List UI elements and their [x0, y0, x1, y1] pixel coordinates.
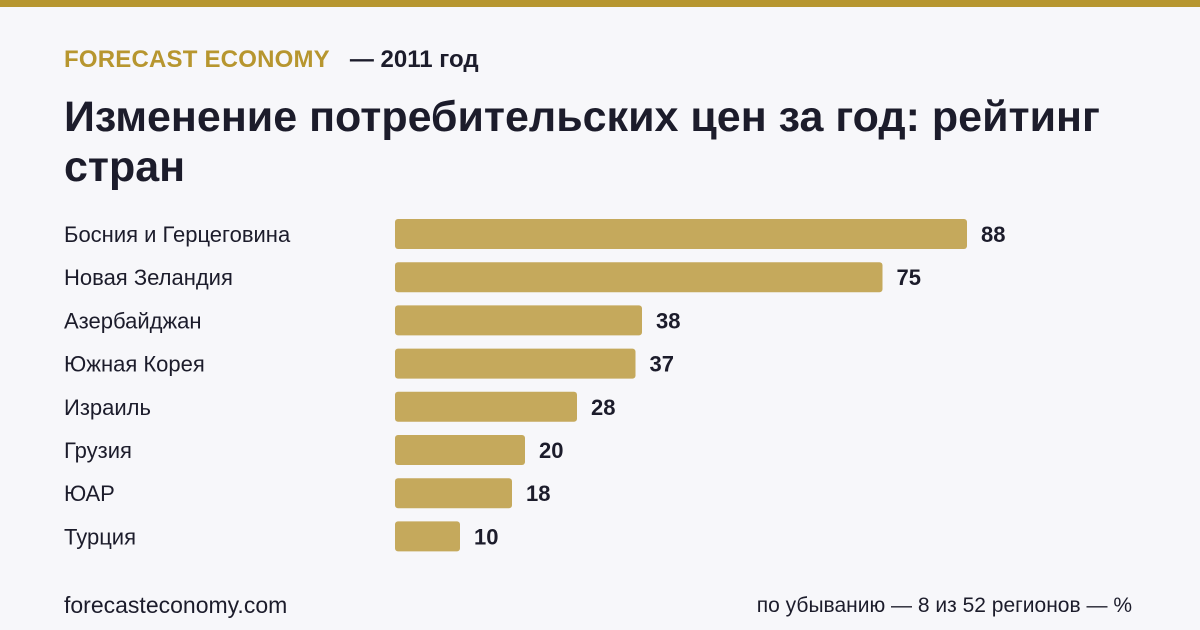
bar: [395, 521, 460, 552]
category-label: Грузия: [64, 438, 132, 463]
site-url[interactable]: forecasteconomy.com: [64, 592, 288, 618]
category-label: Новая Зеландия: [64, 265, 233, 290]
bar: [395, 305, 642, 336]
category-label: Израиль: [64, 395, 151, 420]
category-label: ЮАР: [64, 481, 115, 506]
header: FORECAST ECONOMY — 2011 год: [64, 46, 479, 74]
brand-name: FORECAST ECONOMY: [64, 46, 330, 73]
value-label: 20: [539, 438, 563, 463]
year-label: — 2011 год: [349, 46, 479, 73]
value-label: 18: [526, 481, 550, 506]
value-label: 37: [650, 352, 674, 377]
page-title: Изменение потребительских цен за год: ре…: [64, 93, 1100, 191]
category-label: Азербайджан: [64, 308, 202, 333]
bar: [395, 435, 525, 465]
value-label: 28: [591, 395, 615, 420]
value-label: 38: [656, 308, 680, 333]
bar: [395, 478, 512, 509]
top-accent-bar: [0, 0, 1200, 7]
bar: [395, 219, 967, 249]
bar: [395, 391, 577, 422]
bar: [395, 262, 883, 293]
value-label: 88: [981, 222, 1005, 247]
category-label: Южная Корея: [64, 352, 205, 377]
category-label: Босния и Герцеговина: [64, 222, 291, 247]
value-label: 75: [897, 265, 921, 290]
category-label: Турция: [64, 524, 136, 549]
value-label: 10: [474, 524, 498, 549]
bar: [395, 348, 636, 379]
chart-note: по убыванию — 8 из 52 регионов — %: [756, 594, 1132, 617]
